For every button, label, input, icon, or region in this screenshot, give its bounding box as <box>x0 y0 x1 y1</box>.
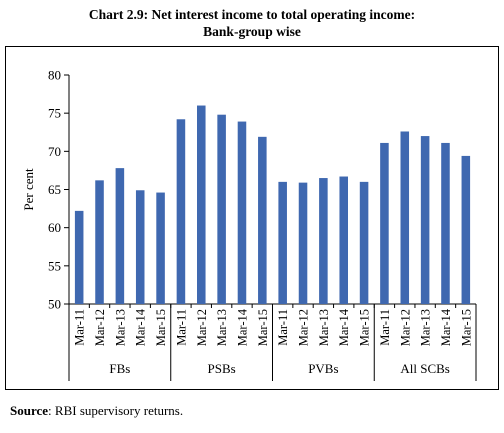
y-tick-label: 70 <box>48 144 61 159</box>
x-tick-label: Mar-12 <box>93 309 107 346</box>
x-tick-label: Mar-12 <box>195 309 209 346</box>
bar <box>359 181 369 304</box>
y-tick-label: 75 <box>48 106 61 121</box>
chart-title-line-2: Bank-group wise <box>203 24 301 39</box>
bar <box>319 178 328 304</box>
x-tick-label: Mar-15 <box>154 309 168 346</box>
group-label: PVBs <box>308 361 338 376</box>
group-label: FBs <box>109 361 130 376</box>
bar-chart: 50 55 60 65 70 75 80 Per cent Mar-11 Mar-12 Mar-13… <box>21 68 477 381</box>
bar <box>197 105 206 305</box>
source-label: Source <box>10 403 49 418</box>
bar <box>217 114 226 305</box>
x-tick-label: Mar-12 <box>297 309 311 346</box>
x-tick-label: Mar-14 <box>439 308 453 346</box>
x-tick-label: Mar-13 <box>317 309 331 346</box>
x-tick-label: Mar-15 <box>358 309 372 346</box>
x-tick-label: Mar-12 <box>398 309 412 346</box>
x-tick-label: Mar-14 <box>235 308 249 346</box>
x-tick-label: Mar-11 <box>174 309 188 346</box>
x-tick-label: Mar-11 <box>276 309 290 346</box>
x-tick-label: Mar-14 <box>134 308 148 346</box>
chart-frame: 50 55 60 65 70 75 80 Per cent Mar-11 Mar-12 Mar-13… <box>5 46 499 390</box>
x-tick-label: Mar-13 <box>419 309 433 346</box>
bar <box>74 210 84 304</box>
bar <box>380 142 389 304</box>
bar <box>298 182 308 304</box>
x-tick-label: Mar-15 <box>459 309 473 346</box>
x-tick-label: Mar-13 <box>113 309 127 346</box>
x-tick-label: Mar-11 <box>378 309 392 346</box>
x-tick-label: Mar-14 <box>337 308 351 346</box>
bar <box>135 190 145 304</box>
bar <box>461 155 471 304</box>
y-tick-label: 50 <box>48 297 61 312</box>
x-tick-label: Mar-13 <box>215 309 229 346</box>
group-label: All SCBs <box>400 361 450 376</box>
source-note: Source: RBI supervisory returns. <box>10 403 183 419</box>
bar <box>115 168 125 304</box>
bar <box>400 131 410 304</box>
chart-title: Chart 2.9: Net interest income to total … <box>0 6 504 40</box>
source-text: : RBI supervisory returns. <box>48 403 184 418</box>
bar <box>156 192 165 304</box>
y-tick-label: 60 <box>48 220 61 235</box>
bar <box>420 136 430 304</box>
bar <box>258 136 267 304</box>
bar <box>237 121 247 305</box>
bar <box>441 142 450 304</box>
x-tick-label: Mar-11 <box>73 309 87 346</box>
x-tick-label: Mar-15 <box>256 309 270 346</box>
y-tick-label: 80 <box>48 68 61 83</box>
group-label: PSBs <box>208 361 236 376</box>
bar <box>176 119 186 304</box>
y-tick-label: 65 <box>48 182 61 197</box>
bar <box>339 176 348 304</box>
bar <box>95 180 104 304</box>
y-axis-title: Per cent <box>21 168 36 211</box>
bar <box>278 181 287 304</box>
y-tick-label: 55 <box>48 258 61 273</box>
chart-title-line-1: Chart 2.9: Net interest income to total … <box>88 7 416 22</box>
